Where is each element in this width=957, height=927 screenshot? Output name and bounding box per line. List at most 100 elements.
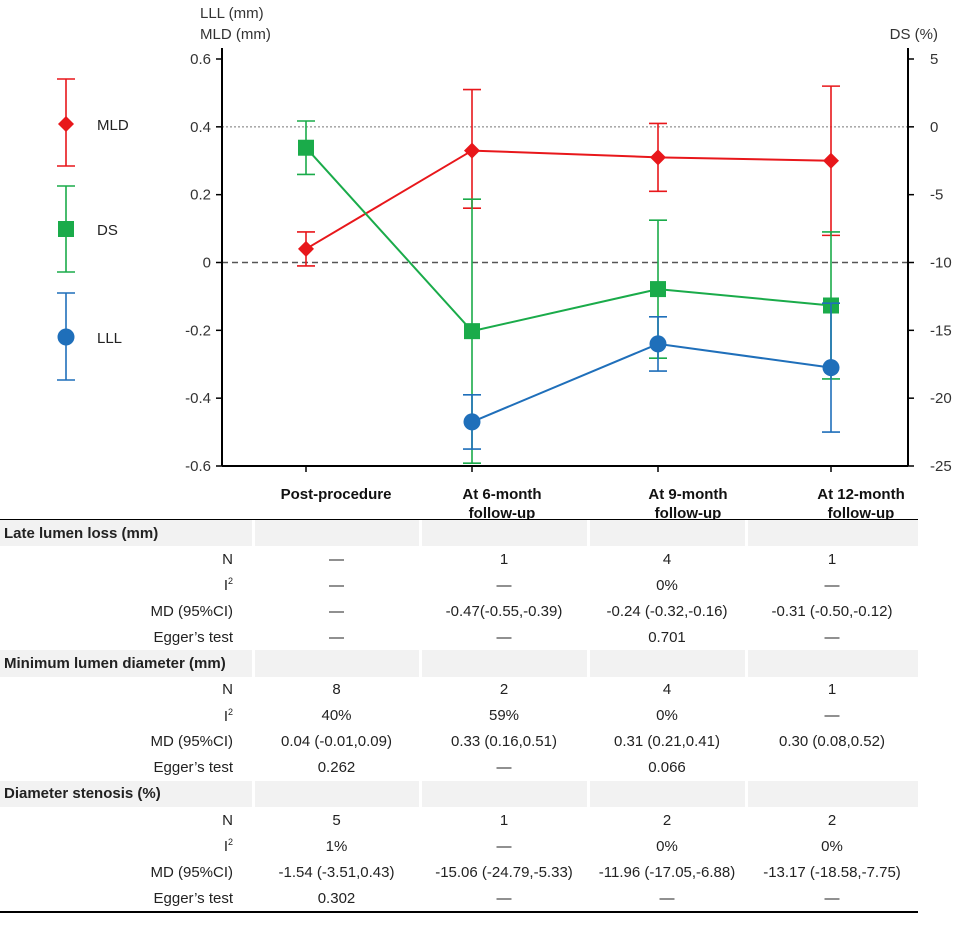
row-label: N xyxy=(222,550,233,568)
category-label: follow-up xyxy=(469,505,536,520)
table-cell: -0.31 (-0.50,-0.12) xyxy=(771,602,893,620)
legend-marker xyxy=(57,328,75,346)
table-cell: -11.96 (-17.05,-6.88) xyxy=(598,863,736,881)
category-label: At 9-month xyxy=(648,486,727,503)
section-header-cell xyxy=(586,520,746,547)
row-label: Egger’s test xyxy=(153,628,234,646)
table-cell: 0% xyxy=(656,707,678,725)
table-row: MD (95%CI) -1.54 (-3.51,0.43) -15.06 (-24.… xyxy=(0,859,918,885)
table-row: Egger’s test 0.302— — — xyxy=(0,885,918,914)
table-cell: 0% xyxy=(656,837,678,855)
series-mld xyxy=(297,85,840,267)
left-tick-label: -0.2 xyxy=(185,322,211,339)
table-cell: 1 xyxy=(499,550,509,568)
row-label: I2 xyxy=(223,576,233,595)
left-tick-label: 0.6 xyxy=(190,51,211,68)
mld-point xyxy=(464,142,480,159)
table-cell: -1.54 (-3.51,0.43) xyxy=(278,863,395,881)
section-title: Diameter stenosis (%) xyxy=(0,780,253,808)
table-cell: — xyxy=(824,707,840,725)
table-cell: -0.24 (-0.32,-0.16) xyxy=(606,602,728,620)
table-cell: — xyxy=(588,885,746,914)
table-cell: 0.04 (-0.01,0.09) xyxy=(281,733,392,751)
section-header-cell xyxy=(744,780,918,808)
table-cell: — xyxy=(496,576,512,594)
table-row: N — 1 4 1 xyxy=(0,546,918,572)
legend-marker xyxy=(58,116,74,132)
table-cell: — xyxy=(420,885,588,914)
table-cell: 4 xyxy=(662,550,672,568)
table-cell: 1 xyxy=(499,811,509,829)
mld-point xyxy=(823,152,839,169)
table-section-header: Late lumen loss (mm) xyxy=(0,520,918,547)
table-cell: — xyxy=(496,628,512,646)
table-row: MD (95%CI) — -0.47(-0.55,-0.39) -0.24 (-0.3… xyxy=(0,598,918,624)
table-row: MD (95%CI) 0.04 (-0.01,0.09) 0.33 (0.16,0.… xyxy=(0,729,918,755)
table-cell: 4 xyxy=(662,681,672,699)
lll-point xyxy=(463,413,481,431)
right-tick-label: -20 xyxy=(930,390,952,407)
left-tick-label: 0 xyxy=(203,255,211,272)
category-label: follow-up xyxy=(828,505,895,520)
table-cell: — xyxy=(329,550,344,568)
section-header-cell xyxy=(586,780,746,808)
right-tick-label: -25 xyxy=(930,458,952,475)
table-cell: — xyxy=(496,837,512,855)
table-cell: 0.33 (0.16,0.51) xyxy=(451,733,557,751)
right-tick-label: -5 xyxy=(930,187,943,204)
section-header-cell xyxy=(744,520,918,547)
right-axis-title: DS (%) xyxy=(890,26,938,43)
table-cell: 1 xyxy=(827,681,837,699)
right-tick-label: 5 xyxy=(930,51,938,68)
left-tick-label: -0.6 xyxy=(185,458,211,475)
table-cell: 8 xyxy=(332,681,341,699)
table-cell: 1 xyxy=(827,550,837,568)
table-row: Egger’s test 0.262 — 0.066 xyxy=(0,755,918,781)
category-label: At 6-month xyxy=(462,486,541,503)
table-cell: 2 xyxy=(662,811,672,829)
table-cell: 0.31 (0.21,0.41) xyxy=(614,733,720,751)
category-label: At 12-month xyxy=(817,486,905,503)
table-cell: -0.47(-0.55,-0.39) xyxy=(445,602,563,620)
table-cell: — xyxy=(824,576,840,594)
category-label: follow-up xyxy=(655,505,722,520)
section-header-cell xyxy=(251,650,420,677)
results-table: Late lumen loss (mm) N —1 4 1 I2— —0% — MD (95%C… xyxy=(0,520,918,914)
table-cell: 0% xyxy=(656,576,678,594)
table-cell: 0.302 xyxy=(253,885,420,914)
legend-marker xyxy=(58,221,74,237)
table-cell: 1% xyxy=(325,837,348,855)
legend-label: LLL xyxy=(97,330,122,347)
row-label: I2 xyxy=(223,706,233,725)
row-label: MD (95%CI) xyxy=(150,863,233,881)
series-lll xyxy=(463,302,840,450)
left-axis-title-lll: LLL (mm) xyxy=(200,5,264,22)
ds-point xyxy=(650,281,666,298)
ds-line xyxy=(305,147,832,333)
right-tick-label: 0 xyxy=(930,119,938,136)
row-label: Egger’s test xyxy=(0,885,253,914)
lll-point xyxy=(649,335,667,353)
section-header-cell xyxy=(418,650,588,677)
table-row: I2 40% 59% 0% — xyxy=(0,703,918,729)
table-cell: 2 xyxy=(499,681,509,699)
legend-label: DS xyxy=(97,222,118,239)
table-row: I2 1% — 0% 0% xyxy=(0,833,918,859)
table-cell: 0% xyxy=(821,837,843,855)
mld-point xyxy=(650,149,666,166)
table-cell: 0.066 xyxy=(648,759,686,777)
table-cell: 5 xyxy=(332,811,341,829)
right-tick-label: -15 xyxy=(930,322,952,339)
table-section-header: Diameter stenosis (%) xyxy=(0,780,918,808)
lll-line xyxy=(471,342,832,423)
table-cell: — xyxy=(329,576,344,594)
table-cell: — xyxy=(329,628,344,646)
table-cell: 0.701 xyxy=(648,628,686,646)
table-cell: 40% xyxy=(321,707,352,725)
forest-line-chart: -0.6 -0.4 -0.2 0 0.2 0.4 0.6 -25 -20 -15 -10 -5 0 5 LL… xyxy=(57,5,952,520)
section-header-cell xyxy=(744,650,918,677)
table-row: N 5 1 2 2 xyxy=(0,807,918,833)
left-axis-title-mld: MLD (mm) xyxy=(200,26,271,43)
category-label: Post-procedure xyxy=(281,486,392,503)
table-cell: — xyxy=(824,628,840,646)
